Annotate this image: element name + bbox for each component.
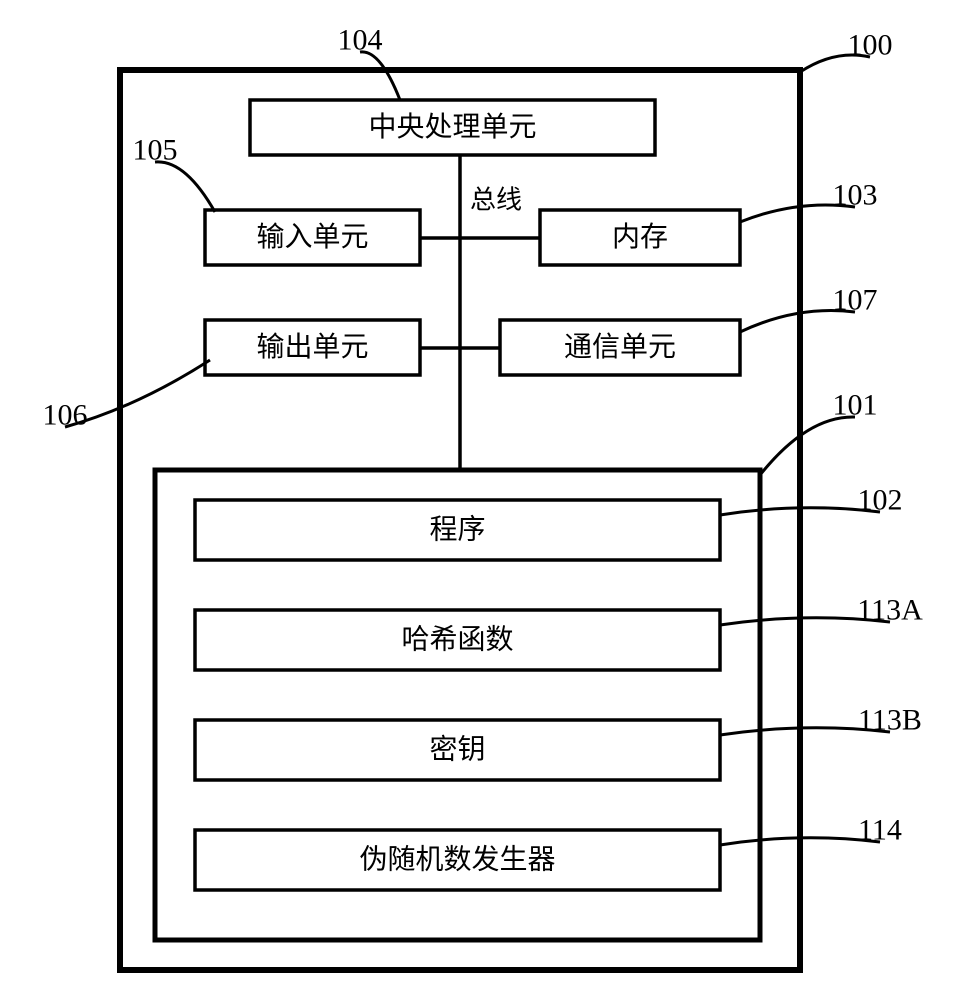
block-hash-label: 哈希函数 — [401, 624, 513, 656]
ref-107: 107 — [833, 284, 878, 317]
lead-105 — [155, 162, 215, 212]
ref-104: 104 — [338, 24, 383, 57]
block-key-label: 密钥 — [429, 734, 485, 766]
ref-114: 114 — [858, 814, 902, 847]
ref-103: 103 — [833, 179, 878, 212]
ref-106: 106 — [43, 399, 88, 432]
block-memory-label: 内存 — [612, 221, 668, 253]
block-prng-label: 伪随机数发生器 — [359, 844, 555, 876]
ref-102: 102 — [858, 484, 903, 517]
block-diagram: 总线 中央处理单元输入单元 内存输出单元 通信单元程序哈希函数密钥伪随机数发生器 100… — [0, 0, 965, 1000]
lead-101 — [760, 417, 855, 475]
ref-113A: 113A — [857, 594, 923, 627]
ref-113B: 113B — [858, 704, 922, 737]
block-cpu-label: 中央处理单元 — [368, 111, 536, 143]
block-program-label: 程序 — [429, 514, 485, 546]
ref-101: 101 — [833, 389, 878, 422]
block-input-label: 输入单元 — [256, 221, 368, 253]
block-output-label: 输出单元 — [256, 331, 368, 363]
bus-label: 总线 — [470, 186, 522, 215]
ref-100: 100 — [848, 29, 893, 62]
block-comm-label: 通信单元 — [564, 331, 676, 363]
lead-104 — [360, 52, 400, 100]
ref-105: 105 — [133, 134, 178, 167]
